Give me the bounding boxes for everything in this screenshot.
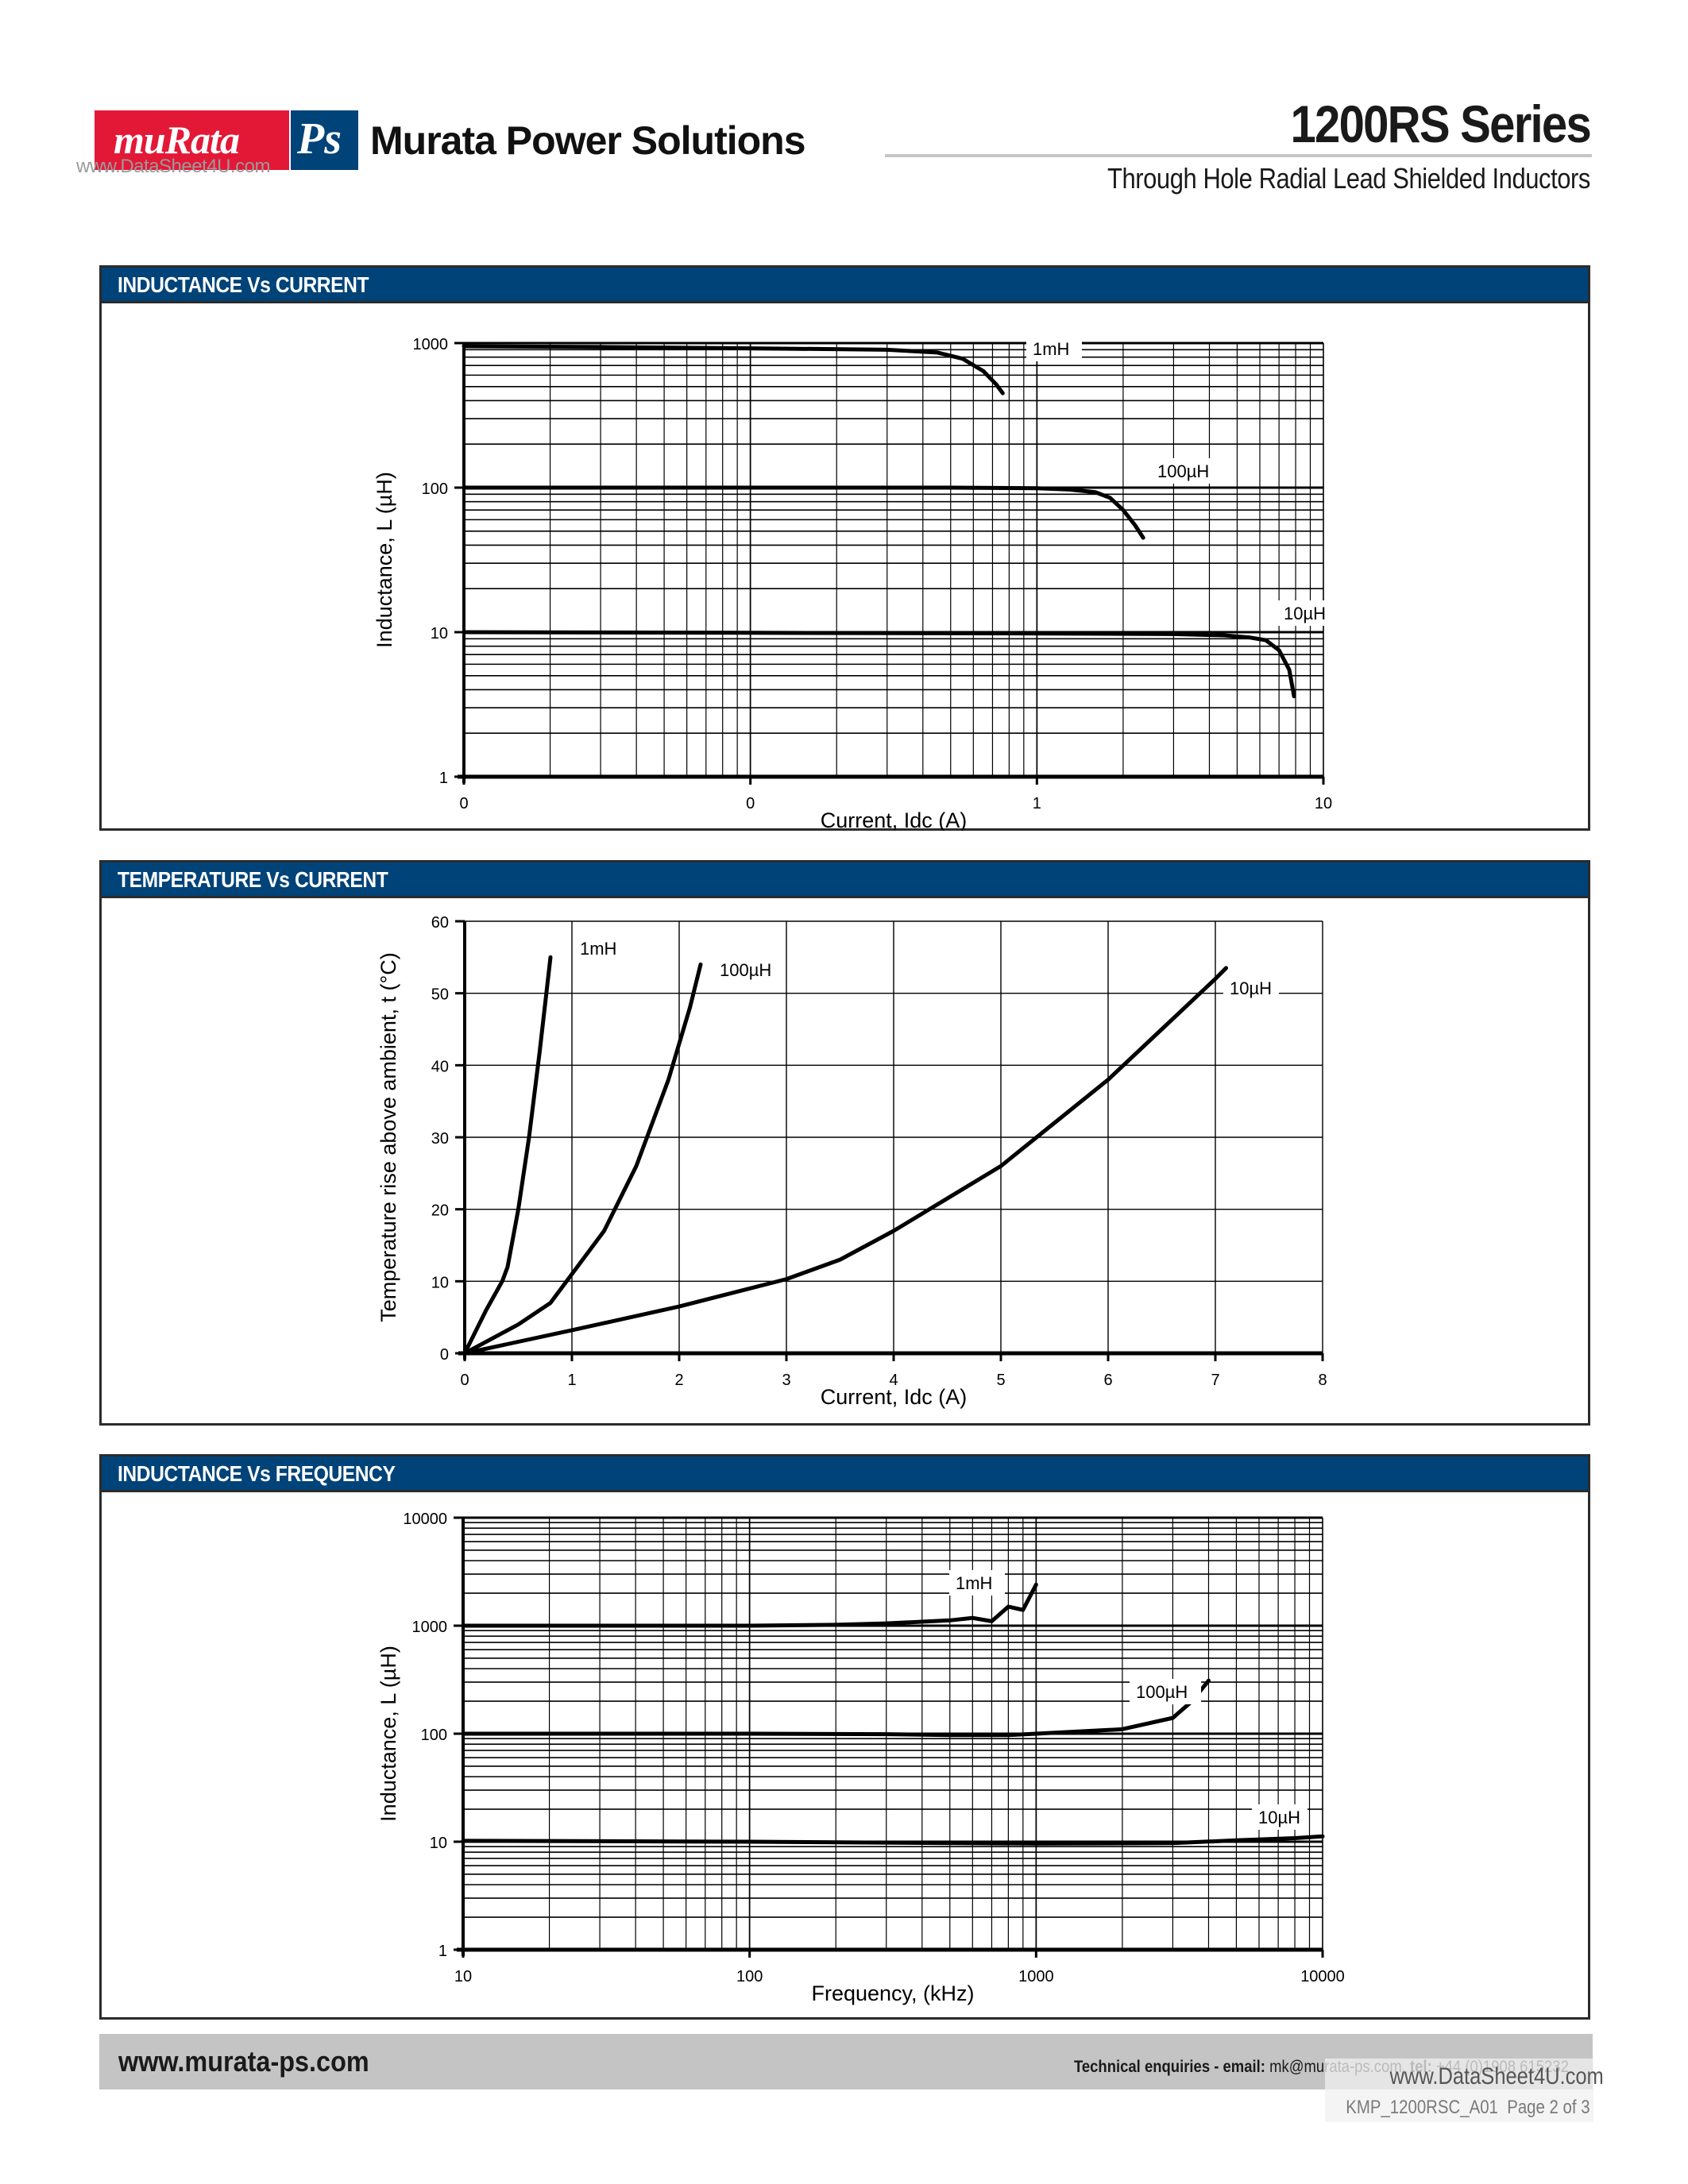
x-tick-label: 10 [454,1968,472,1985]
panel-title: INDUCTANCE Vs CURRENT [102,268,1588,303]
y-tick-label: 10000 [403,1511,447,1528]
murata-logo: muRata [95,110,289,170]
panel-title-text: INDUCTANCE Vs FREQUENCY [118,1461,396,1486]
series-line-2 [461,1834,1325,1846]
x-tick-label: 5 [996,1372,1005,1389]
header-divider [885,154,1592,157]
series-label: 10µH [1258,1808,1300,1827]
series-label: 1mH [1033,339,1069,359]
y-tick-label: 50 [431,986,449,1004]
grid [464,920,1323,1354]
x-tick-label: 3 [782,1372,790,1389]
series-label: 100µH [720,960,771,980]
x-tick-label: 10 [1315,795,1332,812]
inductance-vs-frequency-chart: 10 100 1000 10000 1 10 100 1000 10000 Frequency, … [377,1511,1345,2005]
ps-logo-text: Ps [297,114,342,164]
y-tick-label: 1000 [413,336,449,353]
x-tick-label: 6 [1103,1372,1112,1389]
y-tick-label: 100 [421,1727,447,1744]
series-line-0 [461,1582,1038,1628]
tech-label: Technical enquiries - email: [1074,2058,1266,2076]
page-title: 1200RS Series [1290,95,1591,153]
page-number: Page 2 of 3 [1507,2097,1590,2118]
y-tick-label: 0 [440,1346,449,1364]
x-axis-label: Current, Idc (A) [821,1385,968,1409]
x-tick-label: 1 [1033,795,1041,812]
x-tick-label: 1 [567,1372,576,1389]
y-tick-label: 60 [431,914,449,932]
y-tick-label: 1000 [412,1619,448,1636]
x-tick-label: 4 [889,1372,898,1389]
x-axis-label: Current, Idc (A) [821,808,968,831]
inductance-vs-current-panel: INDUCTANCE Vs CURRENT 0 0 1 10 1 10 100 1000 Cur… [99,265,1590,831]
y-axis-label: Inductance, L (µH) [377,1646,400,1822]
x-tick-label: 100 [736,1968,763,1985]
x-tick-label: 0 [459,795,468,812]
x-tick-label: 8 [1318,1372,1327,1389]
y-tick-label: 30 [431,1130,449,1148]
watermark-link-bottom[interactable]: www.DataSheet4U.com [1389,2063,1604,2089]
x-tick-label: 0 [746,795,755,812]
panel-title-text: TEMPERATURE Vs CURRENT [118,867,388,892]
panel-title: INDUCTANCE Vs FREQUENCY [102,1457,1588,1492]
series-line-1 [462,962,703,1356]
series-line-0 [462,955,553,1356]
y-tick-label: 100 [422,480,448,498]
x-tick-label: 10000 [1300,1968,1345,1985]
footer-website-link[interactable]: www.murata-ps.com [118,2045,369,2078]
series-line-1 [462,485,1145,540]
brand-name: Murata Power Solutions [370,118,806,163]
series-label: 1mH [580,939,616,959]
y-tick-label: 10 [431,625,448,642]
series-line-2 [462,630,1296,699]
y-axis-label: Temperature rise above ambient, t (°C) [377,952,400,1322]
murata-logo-text: muRata [114,118,240,162]
x-tick-label: 7 [1211,1372,1219,1389]
grid [463,341,1324,778]
page-subtitle: Through Hole Radial Lead Shielded Induct… [1107,162,1590,195]
series-line-2 [462,966,1228,1356]
series-line-0 [462,344,1005,396]
document-reference: KMP_1200RSC_A01 Page 2 of 3 [1346,2097,1590,2119]
temperature-vs-current-panel: TEMPERATURE Vs CURRENT 0 1 2 3 4 5 6 7 8 0 10 20 30 4… [99,860,1590,1426]
panel-title-text: INDUCTANCE Vs CURRENT [118,272,369,297]
x-tick-label: 0 [460,1372,469,1389]
series-line-1 [461,1678,1211,1738]
x-axis-label: Frequency, (kHz) [811,1981,974,2005]
x-tick-label: 1000 [1018,1968,1054,1985]
y-tick-label: 20 [431,1202,449,1220]
watermark-link[interactable]: www.DataSheet4U.com [76,156,270,177]
inductance-vs-frequency-panel: INDUCTANCE Vs FREQUENCY 10 100 1000 10000 1 1… [99,1454,1590,2020]
y-tick-label: 10 [430,1835,447,1852]
y-tick-label: 1 [439,770,448,787]
x-tick-label: 2 [674,1372,683,1389]
y-tick-label: 10 [431,1274,449,1291]
series-label: 100µH [1157,461,1209,481]
panel-title: TEMPERATURE Vs CURRENT [102,862,1588,898]
doc-ref: KMP_1200RSC_A01 [1346,2097,1499,2118]
series-label: 1mH [956,1573,992,1593]
y-axis-label: Inductance, L (µH) [373,472,396,648]
temperature-vs-current-chart: 0 1 2 3 4 5 6 7 8 0 10 20 30 40 50 60 Current, Idc (A) Te… [377,914,1327,1409]
watermark-box [1325,2059,1593,2122]
y-tick-label: 40 [431,1058,449,1075]
series-label: 10µH [1284,604,1326,623]
ps-logo: Ps [291,110,358,170]
series-label: 10µH [1230,978,1272,998]
y-tick-label: 1 [438,1943,447,1960]
series-label: 100µH [1136,1682,1188,1702]
